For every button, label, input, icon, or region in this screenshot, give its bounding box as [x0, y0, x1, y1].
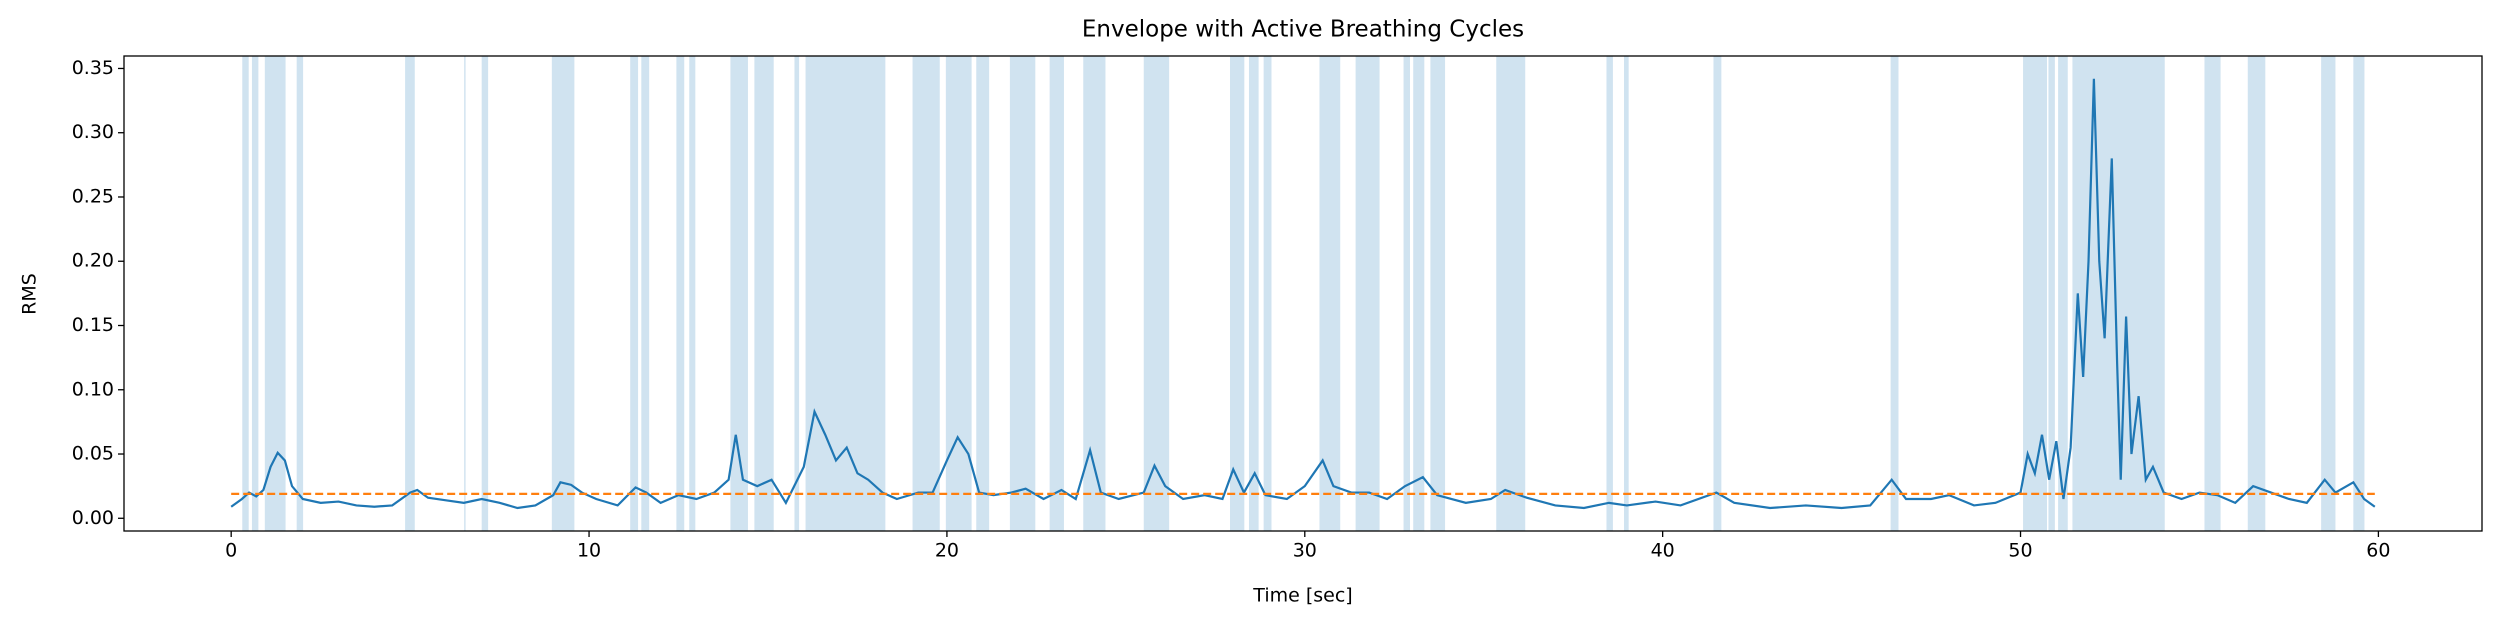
y-tick-label: 0.15 — [72, 314, 114, 336]
active-span — [1403, 56, 1411, 531]
envelope-line — [230, 78, 2376, 510]
y-tick-label: 0.30 — [72, 121, 114, 143]
active-span — [1009, 56, 1036, 531]
y-tick-label: 0.00 — [72, 507, 114, 529]
active-span — [630, 56, 639, 531]
active-span — [689, 56, 696, 531]
active-span — [1319, 56, 1341, 531]
active-span — [2048, 56, 2055, 531]
y-axis-label: RMS — [19, 273, 41, 315]
active-span — [1890, 56, 1899, 531]
active-span — [2204, 56, 2221, 531]
x-tick-label: 30 — [1293, 540, 1317, 562]
active-span — [1083, 56, 1106, 531]
active-span — [405, 56, 415, 531]
active-span — [251, 56, 259, 531]
active-span — [1624, 56, 1629, 531]
chart-title: Envelope with Active Breathing Cycles — [1082, 17, 1524, 43]
active-span — [1430, 56, 1446, 531]
active-span — [481, 56, 489, 531]
y-tick-label: 0.25 — [72, 185, 114, 207]
x-tick-label: 50 — [2008, 540, 2032, 562]
active-span — [641, 56, 650, 531]
active-span — [242, 56, 249, 531]
active-span — [1049, 56, 1064, 531]
y-tick-label: 0.10 — [72, 378, 114, 400]
active-span — [912, 56, 940, 531]
active-span — [296, 56, 304, 531]
active-span — [1355, 56, 1380, 531]
active-span — [730, 56, 748, 531]
active-span — [1713, 56, 1722, 531]
active-span — [1229, 56, 1245, 531]
active-span — [2023, 56, 2048, 531]
active-span — [1606, 56, 1613, 531]
x-tick-label: 40 — [1651, 540, 1675, 562]
active-span — [805, 56, 886, 531]
y-tick-label: 0.35 — [72, 57, 114, 79]
y-tick-label: 0.05 — [72, 443, 114, 465]
active-span — [754, 56, 774, 531]
active-span — [464, 56, 466, 531]
active-span — [1143, 56, 1170, 531]
active-span — [1248, 56, 1259, 531]
plot-frame — [123, 55, 2483, 532]
active-span — [2321, 56, 2336, 531]
x-axis-label: Time [sec] — [1252, 585, 1352, 607]
active-span — [1496, 56, 1526, 531]
active-span — [264, 56, 286, 531]
x-tick-label: 20 — [935, 540, 959, 562]
active-span — [1413, 56, 1425, 531]
x-tick-label: 60 — [2366, 540, 2390, 562]
active-span — [2058, 56, 2068, 531]
active-span — [945, 56, 972, 531]
y-tick-label: 0.20 — [72, 250, 114, 272]
active-span — [676, 56, 685, 531]
active-span — [2247, 56, 2266, 531]
active-span — [794, 56, 800, 531]
x-tick-label: 10 — [577, 540, 601, 562]
active-span — [2353, 56, 2365, 531]
active-span — [976, 56, 990, 531]
active-span — [1263, 56, 1272, 531]
active-span — [551, 56, 575, 531]
x-tick-label: 0 — [225, 540, 237, 562]
